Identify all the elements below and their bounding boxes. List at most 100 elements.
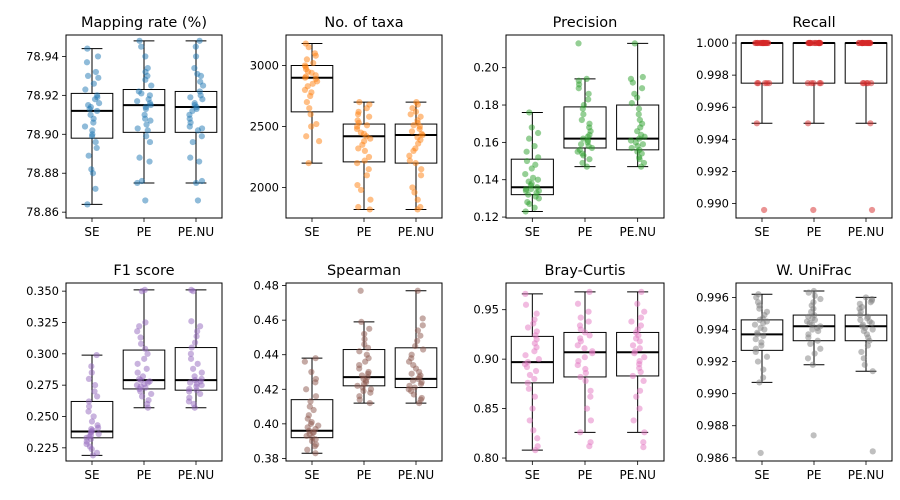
data-point bbox=[192, 43, 199, 50]
data-point bbox=[138, 43, 145, 50]
data-point bbox=[811, 39, 818, 47]
data-point bbox=[806, 39, 813, 47]
data-point bbox=[418, 130, 425, 137]
data-point bbox=[313, 120, 320, 128]
data-point bbox=[361, 336, 368, 343]
data-point bbox=[755, 80, 762, 87]
x-tick-label: PE bbox=[357, 468, 372, 482]
points-pe-nu bbox=[186, 37, 207, 204]
data-point bbox=[534, 129, 542, 137]
data-point bbox=[580, 101, 587, 109]
data-point bbox=[525, 385, 532, 392]
data-point bbox=[365, 153, 373, 161]
points-se bbox=[522, 109, 542, 215]
box-pe bbox=[342, 101, 386, 210]
data-point bbox=[88, 363, 95, 370]
x-tick-label: PE bbox=[137, 225, 152, 239]
data-point bbox=[187, 94, 194, 101]
panel-8: W. UniFrac 0.986 0.988 0.990 0.992 0.994 0.996… bbox=[696, 263, 893, 482]
data-point bbox=[358, 318, 365, 325]
data-point bbox=[857, 316, 864, 323]
box-se bbox=[70, 48, 114, 205]
data-point bbox=[763, 353, 771, 360]
data-point bbox=[313, 441, 320, 448]
data-point bbox=[312, 355, 319, 362]
data-point bbox=[417, 203, 424, 211]
data-point bbox=[636, 358, 643, 365]
data-point bbox=[142, 103, 149, 111]
data-point bbox=[146, 378, 153, 385]
data-point bbox=[137, 340, 145, 347]
data-point bbox=[524, 324, 532, 331]
data-point bbox=[409, 377, 417, 384]
data-point bbox=[363, 351, 370, 358]
data-point bbox=[354, 117, 361, 124]
data-point bbox=[355, 108, 362, 115]
data-point bbox=[754, 358, 762, 365]
x-tick-label: SE bbox=[525, 468, 540, 482]
data-point bbox=[535, 154, 542, 161]
data-point bbox=[534, 435, 541, 442]
data-point bbox=[93, 107, 101, 115]
data-point bbox=[639, 73, 646, 81]
data-point bbox=[361, 138, 368, 145]
data-point bbox=[363, 122, 371, 129]
data-point bbox=[803, 318, 811, 325]
y-tick-label: 2000 bbox=[250, 181, 279, 195]
y-tick-label: 0.300 bbox=[26, 347, 59, 361]
data-point bbox=[816, 39, 824, 47]
data-point bbox=[868, 206, 876, 214]
points-se bbox=[521, 290, 542, 454]
data-point bbox=[524, 359, 531, 366]
data-point bbox=[631, 90, 638, 97]
axes-frame bbox=[735, 34, 893, 219]
box-iqr bbox=[510, 158, 554, 196]
data-point bbox=[93, 449, 101, 456]
data-point bbox=[862, 294, 870, 301]
data-point bbox=[355, 203, 362, 211]
points-pe-nu bbox=[627, 40, 648, 170]
points-se bbox=[751, 291, 771, 457]
data-point bbox=[411, 189, 418, 196]
data-point bbox=[640, 159, 648, 167]
data-point bbox=[84, 45, 91, 52]
panel-4: Recall 0.990 0.992 0.994 0.996 0.998 1.000 SE PE… bbox=[696, 15, 893, 239]
y-tick-label: 0.48 bbox=[253, 279, 279, 293]
data-point bbox=[141, 286, 148, 293]
panel-title: Mapping rate (%) bbox=[81, 15, 207, 31]
data-point bbox=[864, 313, 872, 320]
data-point bbox=[411, 384, 418, 391]
data-point bbox=[366, 325, 373, 332]
data-point bbox=[307, 398, 314, 405]
data-point bbox=[367, 196, 374, 203]
data-point bbox=[138, 177, 145, 185]
data-point bbox=[639, 141, 647, 148]
data-point bbox=[534, 176, 542, 183]
data-point bbox=[523, 157, 531, 165]
data-point bbox=[640, 439, 647, 446]
data-point bbox=[142, 197, 149, 204]
data-point bbox=[417, 332, 424, 339]
data-point bbox=[193, 179, 200, 187]
box-se bbox=[510, 293, 554, 451]
data-point bbox=[365, 166, 372, 173]
data-point bbox=[526, 417, 533, 424]
y-tick-label: 0.14 bbox=[473, 173, 499, 187]
data-point bbox=[82, 86, 89, 93]
data-point bbox=[361, 330, 368, 338]
x-tick-label: PE.NU bbox=[178, 468, 214, 482]
y-tick-label: 0.350 bbox=[26, 284, 59, 298]
data-point bbox=[134, 98, 141, 105]
data-point bbox=[528, 124, 535, 131]
data-point bbox=[760, 332, 767, 340]
data-point bbox=[194, 328, 201, 335]
points-se bbox=[81, 45, 103, 208]
data-point bbox=[144, 127, 151, 134]
x-tick-label: PE bbox=[807, 468, 822, 482]
data-point bbox=[817, 323, 824, 330]
data-point bbox=[585, 90, 592, 97]
data-point bbox=[861, 361, 868, 368]
data-point bbox=[809, 361, 816, 368]
data-point bbox=[805, 289, 812, 296]
data-point bbox=[524, 199, 531, 206]
